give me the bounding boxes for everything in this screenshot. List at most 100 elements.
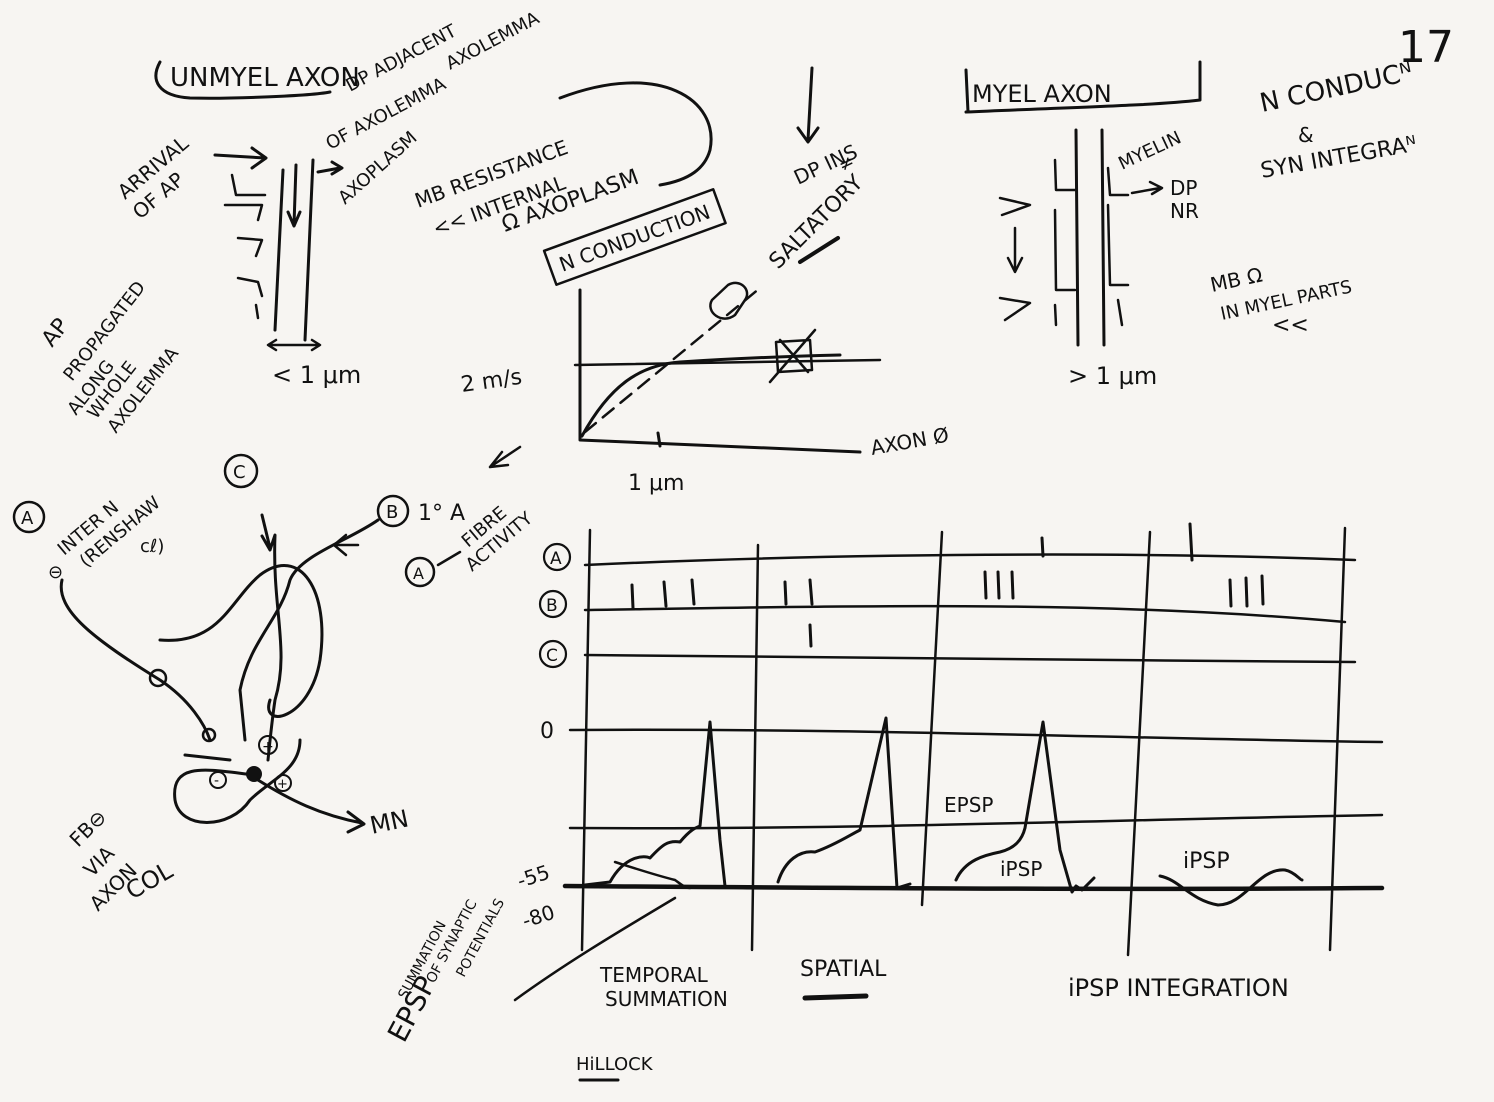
section-dividers	[580, 526, 1347, 957]
hillock-label: HiLLOCK	[576, 1054, 654, 1075]
node-upper	[148, 668, 168, 688]
conduction-line3: SYN INTEGRAᴺ	[1259, 132, 1419, 184]
row-c-label: C	[546, 646, 558, 666]
synaptic-integration-traces: A B C 0 -55 -80 EPSP iPSP iPSP TEMPORAL …	[381, 522, 1385, 1082]
myelin-label: MYELIN	[1115, 127, 1184, 174]
unmyel-title: UNMYEL AXON	[170, 63, 360, 93]
temporal-summation-trace	[583, 720, 727, 888]
resistance-arc	[558, 81, 713, 187]
dp-nr-line2: NR	[1170, 199, 1199, 223]
row-c-marker	[538, 639, 568, 669]
unmyelinated-curve	[580, 353, 842, 438]
plus-1-label: +	[262, 739, 274, 755]
a-spikes	[1040, 522, 1194, 562]
trace-row-a	[583, 553, 1357, 567]
threshold-line	[568, 813, 1384, 830]
saltatory-label: SALTATORY	[765, 170, 869, 274]
conduction-integration-note: N CONDUCᴺ & SYN INTEGRAᴺ	[1257, 57, 1418, 184]
ipsp-integration-label: iPSP INTEGRATION	[1068, 974, 1289, 1002]
ipsp-epsp-trace	[954, 720, 1096, 894]
renshaw-circuit: A C B 1° A ⊖ INTER N (RENSHAW cℓ) A FIBR…	[12, 445, 538, 916]
ipsp-label-2: iPSP	[1183, 849, 1230, 874]
myelin-segment-sketch	[709, 281, 749, 320]
circle-c-marker	[223, 453, 259, 489]
mb-myel-line1: MB Ω	[1208, 262, 1264, 296]
circle-a-marker	[12, 500, 46, 534]
crossed-box	[768, 328, 817, 384]
myelinated-axon-sketch: MYEL AXON MYELIN DP NR > 1 μm	[964, 60, 1202, 390]
temporal-line2: SUMMATION	[605, 987, 728, 1011]
interneuron-minus: ⊖	[48, 562, 63, 583]
b-note-arrow	[488, 445, 522, 469]
dp-pointer-arrow	[316, 160, 344, 176]
hillock-pointer	[513, 896, 677, 1002]
row-a-marker	[542, 542, 572, 572]
trace-row-c	[583, 653, 1357, 664]
myelin-sheath	[1053, 158, 1130, 327]
plus-synapse-1	[258, 735, 278, 755]
saltatory-underline	[798, 236, 840, 264]
minus-synapse	[209, 771, 227, 789]
ipsp-label-1: iPSP	[1000, 857, 1042, 881]
minus-2-label: -	[214, 773, 219, 789]
y-tick-label: 2 m/s	[459, 365, 523, 398]
dp-nr-line1: DP	[1170, 176, 1197, 200]
mb-myel-line3: <<	[1272, 313, 1309, 338]
dp-ins-arrow	[796, 66, 820, 144]
trace-row-b	[583, 604, 1347, 624]
b-note: 1° A	[418, 501, 465, 526]
interneuron-line3: cℓ)	[140, 536, 164, 557]
plus-2-label: +	[277, 777, 288, 792]
side-epsp-label: EPSP	[381, 971, 443, 1048]
ipsp-only-trace	[1158, 868, 1304, 907]
title-underline	[154, 60, 332, 100]
plus-synapse-2	[274, 774, 292, 792]
myel-title: MYEL AXON	[972, 80, 1112, 108]
ap-wave-marks	[223, 173, 267, 320]
row-b-marker	[538, 589, 568, 619]
myel-down-arrow	[1006, 226, 1024, 274]
v-threshold-label: -55	[514, 860, 552, 893]
axolemma-label: AXOLEMMA	[442, 7, 543, 74]
node-arrows	[998, 196, 1032, 322]
x-axis-label: AXON Ø	[869, 423, 951, 460]
interneuron-axon	[59, 578, 212, 742]
diameter-arrow	[266, 338, 322, 352]
b-afferent-arrow	[332, 533, 360, 557]
node-lower	[201, 727, 217, 743]
temporal-decay-curve	[613, 860, 692, 890]
circuit-label-a: A	[21, 508, 34, 529]
c-input-path	[260, 513, 283, 762]
axon-inner-arrow	[286, 163, 302, 228]
spatial-underline	[802, 993, 869, 1001]
epsp-label: EPSP	[944, 793, 993, 817]
conduction-line1: N CONDUCᴺ	[1257, 57, 1415, 119]
x-tick-mark	[656, 431, 662, 448]
spatial-summation-trace	[776, 716, 912, 890]
arrival-arrow	[213, 146, 268, 170]
mn-label: MN	[367, 804, 411, 839]
circuit-label-c: C	[233, 462, 246, 483]
c-spike	[808, 623, 813, 648]
v-zero-label: 0	[540, 719, 554, 744]
n-conduction-box	[542, 188, 727, 286]
b-afferent-path	[238, 518, 380, 742]
mb-myel-note: MB Ω IN MYEL PARTS <<	[1208, 262, 1354, 338]
motoneuron-soma	[246, 766, 262, 782]
circuit-label-b: B	[386, 502, 398, 523]
x-tick-label: 1 μm	[628, 471, 684, 496]
page-number: 17	[1398, 22, 1454, 73]
myel-title-bracket	[964, 60, 1202, 114]
temporal-line1: TEMPORAL	[599, 963, 709, 987]
dp-nr-arrow	[1130, 180, 1164, 196]
conduction-line2: &	[1298, 123, 1314, 147]
circle-fibre-marker	[404, 556, 436, 588]
fibre-arrow	[436, 550, 462, 567]
motoneuron-loop	[158, 564, 324, 718]
graph-axes	[578, 288, 862, 454]
myel-size: > 1 μm	[1068, 362, 1157, 390]
axon-walls	[273, 158, 315, 342]
v-rest-label: -80	[519, 900, 557, 933]
